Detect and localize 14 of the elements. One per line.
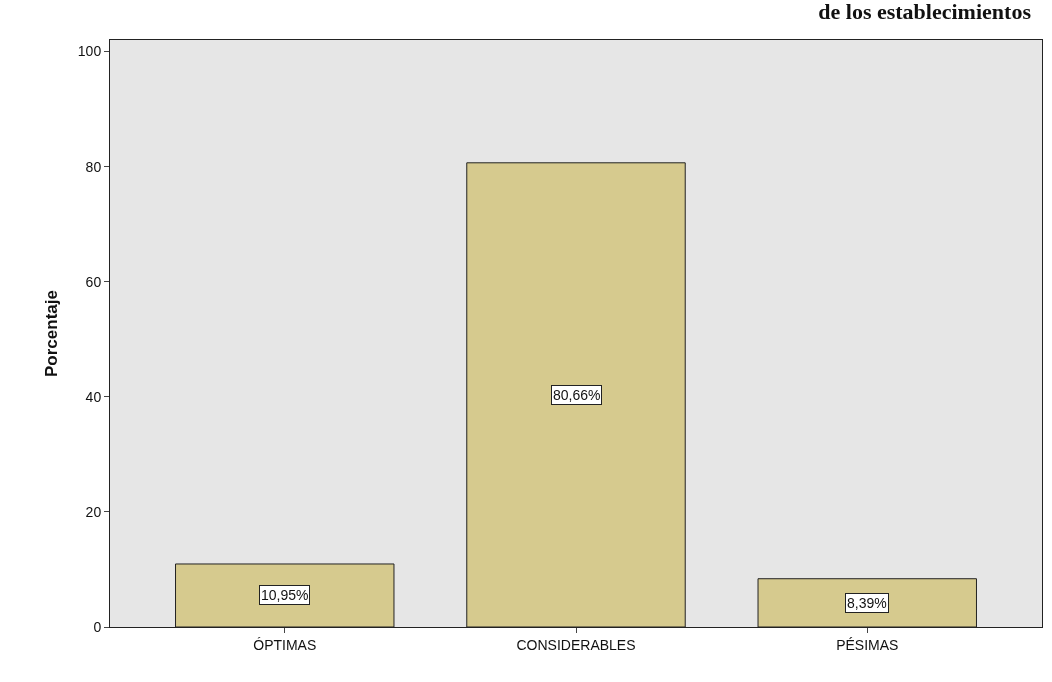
y-tick-label: 100 [77, 43, 102, 60]
y-axis-title: Porcentaje [42, 290, 62, 377]
x-tick-label: CONSIDERABLES [516, 636, 636, 653]
data-label: 8,39% [847, 595, 887, 611]
data-label: 10,95% [261, 587, 309, 603]
y-tick-label: 40 [85, 388, 102, 405]
y-tick-label: 60 [85, 273, 102, 290]
x-tick-label: PÉSIMAS [836, 636, 899, 653]
chart-title: de los establecimientos [818, 0, 1032, 24]
y-tick-label: 0 [93, 618, 102, 635]
y-tick-label: 80 [85, 158, 102, 175]
data-label: 80,66% [553, 387, 601, 403]
x-tick-label: ÓPTIMAS [253, 636, 317, 653]
y-tick-label: 20 [85, 503, 102, 520]
